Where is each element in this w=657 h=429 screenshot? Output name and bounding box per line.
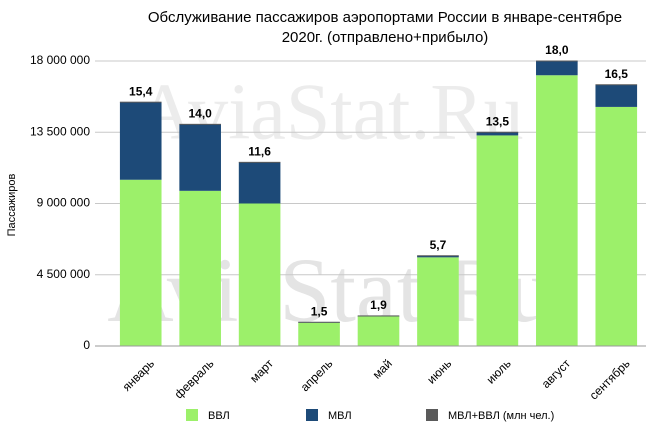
bar: [119, 179, 162, 346]
total-mark: [595, 84, 638, 86]
bar: [476, 135, 519, 346]
data-label: 13,5: [486, 114, 510, 128]
total-mark: [417, 255, 459, 257]
bar: [179, 190, 221, 346]
x-tick-label: июль: [484, 356, 514, 386]
chart-title: Обслуживание пассажиров аэропортами Росс…: [148, 9, 622, 26]
total-mark: [238, 161, 281, 163]
x-tick-label: сентябрь: [587, 356, 633, 402]
bar: [238, 203, 281, 346]
y-tick-label: 18 000 000: [30, 53, 90, 67]
data-label: 16,5: [605, 67, 629, 81]
data-label: 1,9: [370, 298, 387, 312]
total-mark: [476, 131, 519, 133]
y-tick-label: 13 500 000: [30, 124, 90, 138]
data-label: 14,0: [188, 107, 212, 121]
data-label: 1,5: [311, 304, 328, 318]
chart-title: 2020г. (отправлено+прибыло): [282, 29, 489, 46]
bar: [417, 255, 459, 258]
x-tick-label: август: [539, 356, 574, 391]
legend-label: МВЛ: [328, 410, 352, 422]
legend-swatch: [426, 409, 438, 421]
total-mark: [179, 123, 221, 125]
bar: [119, 102, 162, 180]
x-tick-label: март: [247, 356, 276, 385]
bar: [179, 124, 221, 191]
legend-swatch: [306, 409, 318, 421]
bar: [238, 162, 281, 204]
x-tick-label: апрель: [298, 356, 336, 394]
total-mark: [119, 101, 162, 103]
data-label: 5,7: [430, 238, 447, 252]
bar: [357, 316, 400, 346]
bar: [595, 84, 638, 107]
bar: [298, 322, 340, 346]
total-mark: [298, 321, 340, 323]
y-tick-label: 4 500 000: [37, 267, 91, 281]
y-axis-label: Пассажиров: [6, 173, 18, 236]
legend-swatch: [186, 409, 198, 421]
data-label: 15,4: [129, 84, 153, 98]
x-tick-label: январь: [120, 356, 157, 393]
x-tick-label: февраль: [172, 356, 217, 401]
bar: [595, 106, 638, 347]
legend-label: МВЛ+ВВЛ (млн чел.): [448, 410, 554, 422]
x-tick-label: май: [370, 356, 395, 381]
data-label: 18,0: [545, 43, 569, 57]
y-tick-label: 0: [83, 338, 90, 352]
bar: [476, 132, 519, 136]
bar: [417, 257, 459, 346]
bar: [536, 75, 578, 346]
x-tick-label: июнь: [424, 356, 454, 386]
legend-label: ВВЛ: [208, 410, 230, 422]
data-label: 11,6: [248, 145, 271, 159]
total-mark: [357, 315, 400, 317]
bar: [536, 61, 578, 76]
total-mark: [536, 60, 578, 62]
y-tick-label: 9 000 000: [37, 196, 91, 210]
